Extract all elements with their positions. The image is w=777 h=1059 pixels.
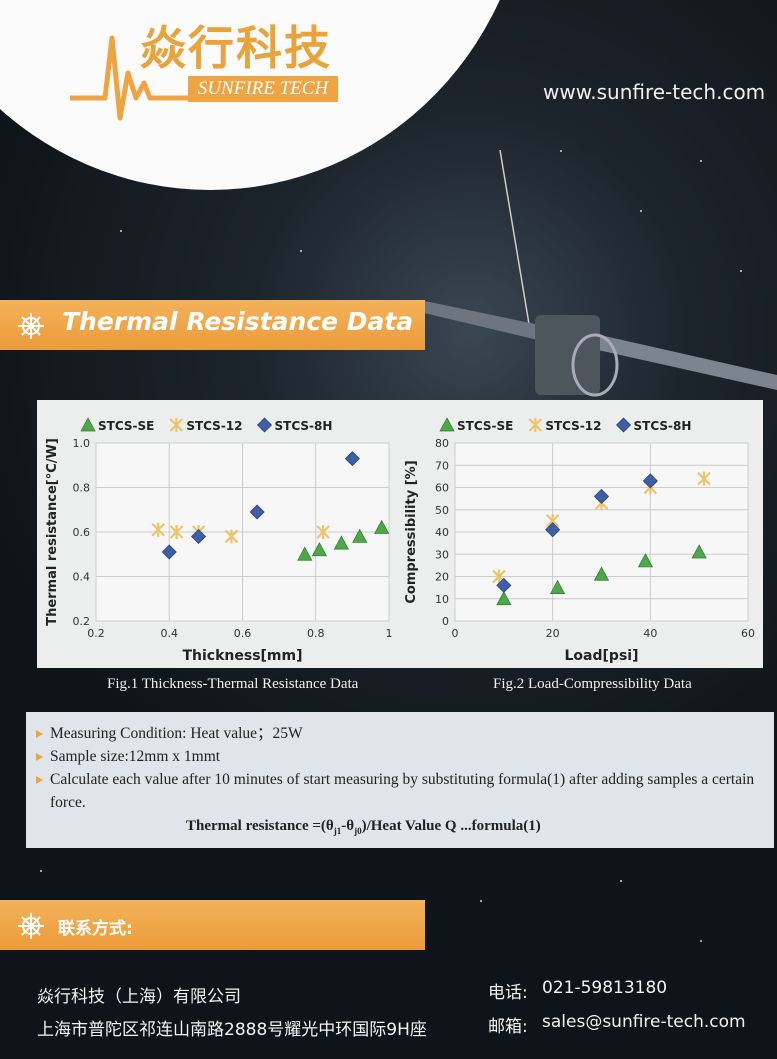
x-tick-label: 0.6 [234, 627, 252, 640]
y-tick-label: 0.2 [73, 615, 91, 628]
phone-label: 电话: [488, 983, 528, 1003]
data-point [496, 591, 512, 606]
legend-label: STCS-SE [457, 419, 513, 433]
chart: 0.2 0.4 0.6 0.8 1.0 0.2 0.4 0.6 0.8 1 Thickness[mm… [45, 417, 393, 664]
data-point [344, 451, 360, 467]
data-point [549, 579, 566, 594]
formula-text: )/Heat Value Q ...formula(1) [361, 818, 541, 834]
legend-marker [169, 418, 184, 432]
logo-subtext: SUNFIRE TECH [188, 76, 338, 102]
address: 上海市普陀区祁连山南路2888号耀光中环国际9H座 [37, 1020, 427, 1040]
data-point [333, 535, 349, 550]
phone: 021-59813180 [542, 978, 668, 998]
legend-label: STCS-SE [98, 419, 154, 433]
y-tick-label: 0.6 [73, 526, 91, 539]
formula-sub: j1 [333, 826, 342, 836]
data-point [374, 519, 390, 534]
x-tick-label: 1 [386, 627, 393, 640]
data-point [311, 542, 327, 557]
y-tick-label: 0 [442, 615, 449, 628]
y-tick-label: 70 [435, 459, 449, 472]
legend-label: STCS-8H [275, 419, 333, 433]
data-point [297, 546, 313, 561]
satellite [420, 150, 777, 397]
x-tick-label: 40 [643, 627, 657, 640]
data-point [169, 525, 184, 539]
data-point [249, 504, 265, 520]
legend-marker [616, 417, 632, 433]
section-title: Thermal Resistance Data [62, 307, 414, 336]
logo-text: 焱行科技 [140, 21, 332, 75]
y-axis-title: Compressibility [%] [404, 460, 419, 603]
data-point [691, 544, 707, 559]
y-tick-label: 20 [435, 571, 449, 584]
website: www.sunfire-tech.com [543, 80, 766, 104]
x-tick-label: 0.4 [161, 627, 179, 640]
legend-marker [80, 417, 96, 432]
note: Measuring Condition: Heat value；25W [36, 722, 774, 745]
y-tick-label: 30 [435, 548, 449, 561]
contact-banner [0, 900, 425, 950]
formula: Thermal resistance =(θj1-θj0)/Heat Value… [186, 818, 541, 836]
y-tick-label: 60 [435, 482, 449, 495]
data-point [191, 528, 207, 544]
y-tick-label: 10 [435, 593, 449, 606]
data-point [642, 473, 658, 489]
note: Sample size:12mm x 1mmt [36, 745, 774, 768]
y-tick-label: 40 [435, 526, 449, 539]
legend-label: STCS-8H [634, 419, 692, 433]
y-axis-title: Thermal resistance[°C/W] [45, 438, 60, 626]
legend-marker [528, 418, 543, 432]
x-axis-title: Thickness[mm] [182, 648, 302, 664]
email-label: 邮箱: [488, 1017, 528, 1037]
data-point [161, 544, 177, 560]
legend-label: STCS-12 [186, 419, 242, 433]
data-point [637, 553, 654, 568]
formula-text: Thermal resistance =(θ [186, 818, 334, 834]
data-point [224, 529, 239, 544]
legend-label: STCS-12 [545, 419, 601, 433]
contact-title: 联系方式: [58, 919, 133, 939]
email: sales@sunfire-tech.com [542, 1012, 746, 1032]
company: 焱行科技（上海）有限公司 [37, 987, 241, 1007]
chart: 0 10 20 30 40 50 60 70 80 0 20 40 60 Load[psi] Compres… [404, 417, 755, 664]
x-tick-label: 20 [546, 627, 560, 640]
notes-box: Measuring Condition: Heat value；25W Samp… [26, 712, 774, 848]
x-tick-label: 0.8 [307, 627, 325, 640]
data-point [697, 471, 711, 486]
x-axis-title: Load[psi] [565, 648, 639, 664]
formula-sub: j0 [354, 826, 362, 836]
note: Calculate each value after 10 minutes of… [36, 768, 774, 814]
data-point [594, 488, 609, 504]
data-point [496, 577, 512, 593]
y-tick-label: 0.4 [73, 571, 91, 584]
y-tick-label: 50 [435, 504, 449, 517]
y-tick-label: 80 [435, 437, 449, 450]
logo-pulse [70, 35, 188, 121]
legend-marker [257, 417, 273, 433]
data-point [316, 525, 330, 539]
x-tick-label: 0 [452, 627, 459, 640]
formula-text: -θ [341, 818, 355, 834]
legend-marker [439, 417, 455, 432]
figure-caption: Fig.1 Thickness-Thermal Resistance Data [107, 676, 359, 692]
data-point [545, 522, 561, 538]
section-banner [0, 300, 425, 350]
data-point [352, 528, 368, 543]
y-tick-label: 1.0 [73, 437, 91, 450]
x-tick-label: 60 [741, 627, 755, 640]
data-point [593, 566, 610, 581]
data-point [151, 522, 166, 537]
y-tick-label: 0.8 [73, 482, 91, 495]
x-tick-label: 0.2 [87, 627, 105, 640]
figure-caption: Fig.2 Load-Compressibility Data [493, 676, 692, 692]
